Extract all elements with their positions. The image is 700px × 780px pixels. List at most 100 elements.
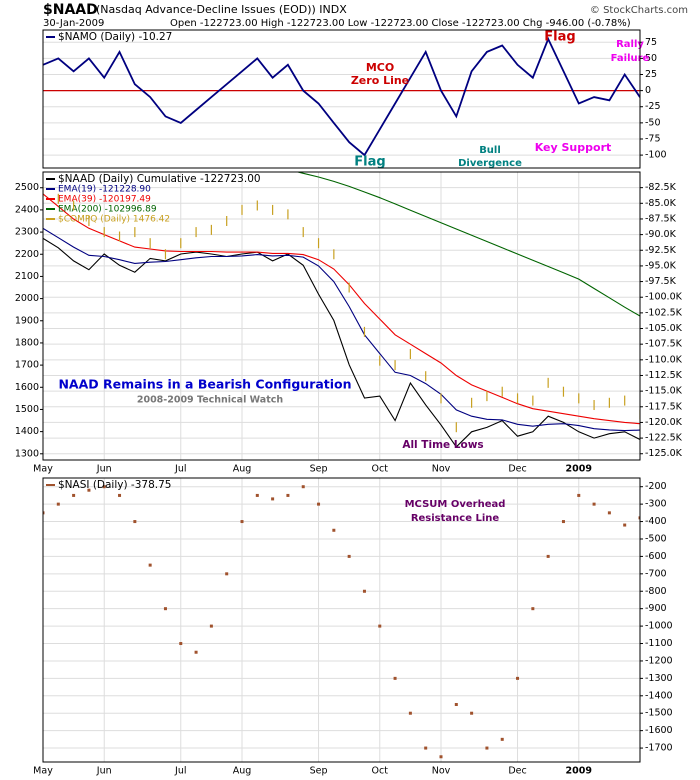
dot (133, 520, 137, 524)
y-tick-label: -85.0K (645, 198, 677, 209)
annotation: Flag (354, 155, 385, 170)
annotation: Divergence (458, 158, 522, 169)
plot-area (43, 478, 640, 762)
dot (347, 554, 351, 558)
annotation: Resistance Line (411, 513, 500, 524)
y-tick-label: 25 (645, 69, 657, 80)
dot (623, 523, 627, 527)
legend-label: $COMPQ (Daily) 1476.42 (58, 215, 170, 225)
dot (516, 676, 520, 680)
symbol-name: (Nasdaq Advance-Decline Issues (EOD)) IN… (96, 3, 347, 16)
dot (561, 520, 565, 524)
dot (485, 746, 489, 750)
y-tick-label: -82.5K (645, 182, 677, 193)
legend-label: $NAMO (Daily) -10.27 (58, 31, 172, 43)
y2-tick-label: 1900 (15, 315, 39, 326)
y-tick-label: -122.5K (645, 433, 683, 444)
dot (531, 607, 535, 611)
y2-tick-label: 2500 (15, 182, 39, 193)
y-tick-label: -600 (645, 551, 667, 562)
y2-tick-label: 1300 (15, 448, 39, 459)
dot (194, 650, 198, 654)
x-tick-label: Dec (508, 766, 526, 777)
dot (271, 497, 275, 501)
x-tick-label: Sep (310, 766, 328, 777)
dot (362, 589, 366, 593)
y-tick-label: -90.0K (645, 229, 677, 240)
dot (424, 746, 428, 750)
y-tick-label: -120.0K (645, 417, 683, 428)
annotation: Failure (611, 53, 650, 64)
dot (225, 572, 229, 576)
annotation: MCSUM Overhead (405, 499, 506, 510)
legend-label: EMA(200) -102996.89 (58, 205, 157, 215)
dot (408, 711, 412, 715)
y-tick-label: -200 (645, 481, 667, 492)
dot (179, 642, 183, 646)
x-tick-label: Aug (233, 464, 252, 475)
dot (286, 493, 290, 497)
dot (546, 554, 550, 558)
legend-label: EMA(39) -120197.49 (58, 195, 151, 205)
dot (209, 624, 213, 628)
y-tick-label: -1400 (645, 690, 673, 701)
x-tick-label: Aug (233, 766, 252, 777)
y2-tick-label: 2400 (15, 204, 39, 215)
y-tick-label: -87.5K (645, 213, 677, 224)
dot (148, 563, 152, 567)
plot-area (43, 30, 640, 168)
y-tick-label: -1100 (645, 638, 673, 649)
y-tick-label: -1700 (645, 743, 673, 754)
x-tick-label: Jul (174, 464, 186, 475)
dot (87, 488, 91, 492)
x-tick-label: Dec (508, 464, 526, 475)
y2-tick-label: 2100 (15, 271, 39, 282)
x-tick-label: Sep (310, 464, 328, 475)
x-tick-label: Nov (432, 464, 451, 475)
dot (454, 703, 458, 707)
legend-label: $NAAD (Daily) Cumulative -122723.00 (58, 173, 261, 185)
y-tick-label: -75 (645, 133, 661, 144)
annotation: Rally (616, 39, 644, 50)
y-tick-label: -92.5K (645, 245, 677, 256)
quote: Open -122723.00 High -122723.00 Low -122… (170, 18, 631, 29)
y2-tick-label: 1400 (15, 426, 39, 437)
y2-tick-label: 2300 (15, 227, 39, 238)
x-tick-label: Oct (372, 464, 389, 475)
plot-area (43, 172, 640, 460)
dot (43, 511, 45, 515)
dot (500, 737, 504, 741)
dot (393, 676, 397, 680)
annotation: All Time Lows (402, 439, 483, 451)
y-tick-label: -102.5K (645, 307, 683, 318)
annotation: 2008-2009 Technical Watch (137, 395, 284, 406)
dot (255, 493, 259, 497)
dot (72, 493, 76, 497)
y-tick-label: -1300 (645, 673, 673, 684)
y2-tick-label: 1700 (15, 360, 39, 371)
y-tick-label: -100.0K (645, 292, 683, 303)
dot (592, 502, 596, 506)
annotation: Zero Line (351, 74, 409, 87)
annotation: Flag (544, 30, 575, 45)
dot (317, 502, 321, 506)
dot (607, 511, 611, 515)
y-tick-label: -500 (645, 533, 667, 544)
y-tick-label: -117.5K (645, 401, 683, 412)
y-tick-label: -400 (645, 516, 667, 527)
y-tick-label: -1600 (645, 725, 673, 736)
series-line (295, 172, 640, 317)
annotation: Bull (479, 145, 501, 156)
dot (56, 502, 60, 506)
y-tick-label: -700 (645, 568, 667, 579)
y-tick-label: -900 (645, 603, 667, 614)
x-tick-label: Oct (372, 766, 389, 777)
legend-label: $NASI (Daily) -378.75 (58, 479, 171, 491)
annotation: Key Support (535, 141, 612, 154)
y-tick-label: -105.0K (645, 323, 683, 334)
annotation: MCO (366, 61, 394, 74)
legend-label: EMA(19) -121228.90 (58, 185, 151, 195)
y-tick-label: -97.5K (645, 276, 677, 287)
y-tick-label: -300 (645, 499, 667, 510)
y2-tick-label: 2200 (15, 249, 39, 260)
